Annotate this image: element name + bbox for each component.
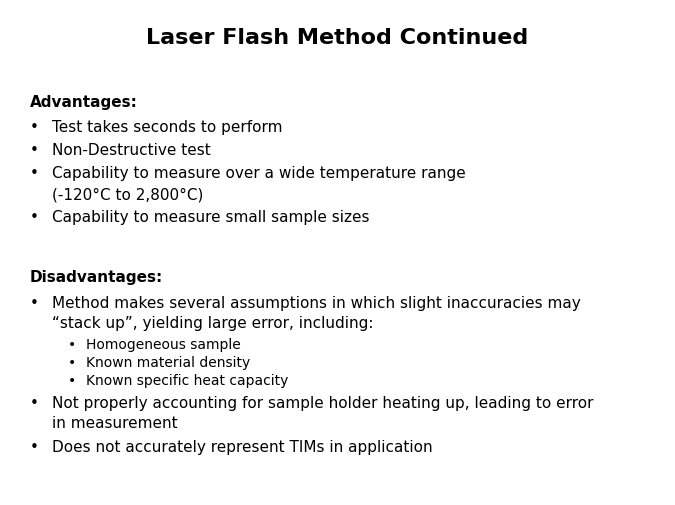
Text: Laser Flash Method Continued: Laser Flash Method Continued <box>146 28 529 48</box>
Text: (-120°C to 2,800°C): (-120°C to 2,800°C) <box>52 187 203 201</box>
Text: •: • <box>30 166 39 181</box>
Text: •: • <box>30 395 39 410</box>
Text: Method makes several assumptions in which slight inaccuracies may: Method makes several assumptions in whic… <box>52 295 580 311</box>
Text: •: • <box>68 356 76 369</box>
Text: •: • <box>30 143 39 158</box>
Text: Does not accurately represent TIMs in application: Does not accurately represent TIMs in ap… <box>52 439 433 454</box>
Text: Known material density: Known material density <box>86 356 250 369</box>
Text: Capability to measure over a wide temperature range: Capability to measure over a wide temper… <box>52 166 466 181</box>
Text: •: • <box>30 295 39 311</box>
Text: •: • <box>30 210 39 225</box>
Text: “stack up”, yielding large error, including:: “stack up”, yielding large error, includ… <box>52 316 373 330</box>
Text: Non-Destructive test: Non-Destructive test <box>52 143 211 158</box>
Text: Disadvantages:: Disadvantages: <box>30 270 163 284</box>
Text: •: • <box>30 120 39 135</box>
Text: •: • <box>68 337 76 351</box>
Text: Not properly accounting for sample holder heating up, leading to error: Not properly accounting for sample holde… <box>52 395 593 410</box>
Text: Capability to measure small sample sizes: Capability to measure small sample sizes <box>52 210 369 225</box>
Text: Known specific heat capacity: Known specific heat capacity <box>86 373 288 387</box>
Text: Test takes seconds to perform: Test takes seconds to perform <box>52 120 283 135</box>
Text: in measurement: in measurement <box>52 415 178 430</box>
Text: •: • <box>30 439 39 454</box>
Text: •: • <box>68 373 76 387</box>
Text: Homogeneous sample: Homogeneous sample <box>86 337 241 351</box>
Text: Advantages:: Advantages: <box>30 95 138 110</box>
